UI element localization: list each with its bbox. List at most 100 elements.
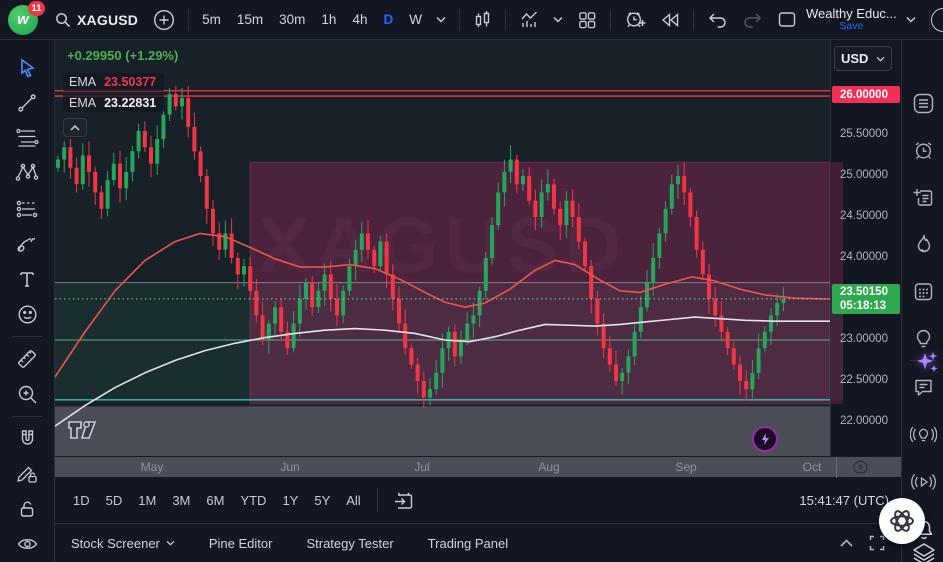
rewind-icon	[661, 12, 679, 27]
range-button-3m[interactable]: 3M	[164, 488, 198, 513]
tab-strategy-tester[interactable]: Strategy Tester	[306, 536, 393, 551]
timeframe-dropdown-button[interactable]	[429, 5, 453, 35]
month-label-jul[interactable]: Jul	[414, 460, 430, 474]
indicators-templates-button[interactable]	[546, 5, 570, 35]
timeframe-button-4h[interactable]: 4h	[345, 8, 374, 31]
time-axis[interactable]: May Jun Jul Aug Sep Oct	[55, 456, 901, 479]
watchlist-button[interactable]	[910, 90, 937, 117]
chevron-up-icon	[840, 539, 853, 547]
hotlists-button[interactable]	[910, 231, 937, 258]
currency-select[interactable]: USD	[834, 46, 892, 71]
boost-button[interactable]	[752, 426, 778, 452]
smiley-icon	[17, 305, 37, 324]
tab-pine-editor[interactable]: Pine Editor	[209, 536, 273, 551]
timeframe-button-1h[interactable]: 1h	[314, 8, 343, 31]
create-alert-button[interactable]	[617, 5, 653, 35]
range-button-5d[interactable]: 5D	[98, 488, 131, 513]
zoom-in-tool-button[interactable]	[8, 377, 46, 412]
bar-replay-button[interactable]	[653, 5, 687, 35]
price-axis[interactable]: 25.50000 25.00000 24.50000 24.00000 23.00000…	[830, 40, 901, 456]
last-price-badge[interactable]: 23.50150 05:18:13	[832, 284, 900, 314]
tab-label: Trading Panel	[427, 535, 509, 551]
brush-tool-button[interactable]	[8, 226, 46, 261]
cursor-tool-button[interactable]	[8, 50, 46, 85]
range-button-1m[interactable]: 1M	[130, 488, 164, 513]
candlestick-chart[interactable]	[55, 40, 830, 456]
layers-extension-button[interactable]	[910, 540, 937, 562]
ideas-button[interactable]	[910, 325, 937, 352]
range-button-ytd[interactable]: YTD	[232, 488, 274, 513]
chart-style-button[interactable]	[466, 5, 499, 35]
range-button-1y[interactable]: 1Y	[274, 488, 306, 513]
fib-retracement-tool-button[interactable]	[8, 121, 46, 156]
lock-drawings-button[interactable]	[8, 491, 46, 526]
tradingview-logo[interactable]	[67, 418, 103, 447]
live-ideas-button[interactable]	[910, 421, 937, 448]
chart-pane[interactable]: XAGUSD +0.29950 (+1.29%) EMA 23.50377 EM…	[55, 40, 830, 456]
undo-button[interactable]	[700, 5, 735, 35]
timeframe-button-d[interactable]: D	[376, 8, 400, 31]
calendar-icon	[914, 283, 933, 301]
publish-icon[interactable]	[931, 8, 943, 32]
alarm-clock-icon	[915, 142, 932, 159]
timeframe-button-30m[interactable]: 30m	[272, 8, 312, 31]
tab-trading-panel[interactable]: Trading Panel	[428, 536, 508, 551]
range-button-1d[interactable]: 1D	[65, 488, 98, 513]
account-menu[interactable]: Wealthy Educ... Save	[806, 7, 897, 33]
redo-arrow-icon	[744, 12, 762, 28]
tab-stock-screener[interactable]: Stock Screener	[71, 536, 175, 551]
streams-button[interactable]	[910, 468, 937, 495]
ema-fast-legend[interactable]: EMA 23.50377	[63, 73, 165, 91]
timeframe-button-15m[interactable]: 15m	[230, 8, 270, 31]
axis-settings-button[interactable]	[852, 459, 869, 479]
month-label-aug[interactable]: Aug	[538, 460, 560, 474]
goto-date-button[interactable]	[386, 485, 420, 515]
toolbar-divider	[692, 8, 694, 31]
projection-tool-button[interactable]	[8, 191, 46, 226]
legend-collapse-button[interactable]	[63, 118, 87, 137]
save-label[interactable]: Save	[839, 19, 864, 32]
month-label-oct[interactable]: Oct	[802, 460, 822, 474]
ema-slow-legend[interactable]: EMA 23.22831	[63, 94, 165, 112]
drawing-mode-lock-button[interactable]	[8, 456, 46, 491]
alert-price-badge[interactable]: 26.00000	[832, 86, 900, 103]
app-logo[interactable]: w 11	[6, 0, 46, 37]
month-label-jun[interactable]: Jun	[280, 460, 300, 474]
layout-grid-button[interactable]	[570, 5, 604, 35]
chat-button[interactable]	[910, 374, 937, 401]
calendar-button[interactable]	[910, 278, 937, 305]
server-clock[interactable]: 15:41:47 (UTC)	[799, 492, 889, 508]
ema-slow-value: 23.22831	[104, 96, 157, 110]
ai-sparkle-button[interactable]	[915, 350, 939, 379]
trend-line-tool-button[interactable]	[8, 85, 46, 120]
measure-tool-button[interactable]	[8, 341, 46, 376]
compare-add-button[interactable]	[146, 5, 182, 35]
text-icon	[20, 272, 34, 288]
alert-price-value: 26.00000	[840, 88, 888, 101]
indicators-button[interactable]	[512, 5, 546, 35]
symbol-search[interactable]: XAGUSD	[46, 5, 146, 35]
timeframe-button-5m[interactable]: 5m	[195, 8, 228, 31]
emoji-tool-button[interactable]	[8, 297, 46, 332]
toolbar-divider	[504, 8, 506, 31]
hide-drawings-button[interactable]	[8, 527, 46, 562]
text-tool-button[interactable]	[8, 262, 46, 297]
redo-button[interactable]	[735, 5, 770, 35]
magnet-mode-button[interactable]	[8, 421, 46, 456]
panel-maximize-button[interactable]	[869, 528, 885, 558]
notes-button[interactable]	[910, 184, 937, 211]
range-button-6m[interactable]: 6M	[198, 488, 232, 513]
month-label-may[interactable]: May	[140, 460, 164, 474]
month-label-sep[interactable]: Sep	[675, 460, 697, 474]
save-layout-button[interactable]	[770, 5, 804, 35]
panel-collapse-button[interactable]	[840, 528, 853, 558]
alerts-button[interactable]	[910, 137, 937, 164]
range-button-5y[interactable]: 5Y	[306, 488, 338, 513]
chevron-down-icon	[436, 16, 446, 23]
range-button-all[interactable]: All	[338, 488, 368, 513]
account-dropdown-button[interactable]	[899, 5, 923, 35]
pattern-tool-button[interactable]	[8, 156, 46, 191]
chatgpt-extension-button[interactable]	[879, 498, 925, 544]
timeframe-button-w[interactable]: W	[402, 8, 429, 31]
